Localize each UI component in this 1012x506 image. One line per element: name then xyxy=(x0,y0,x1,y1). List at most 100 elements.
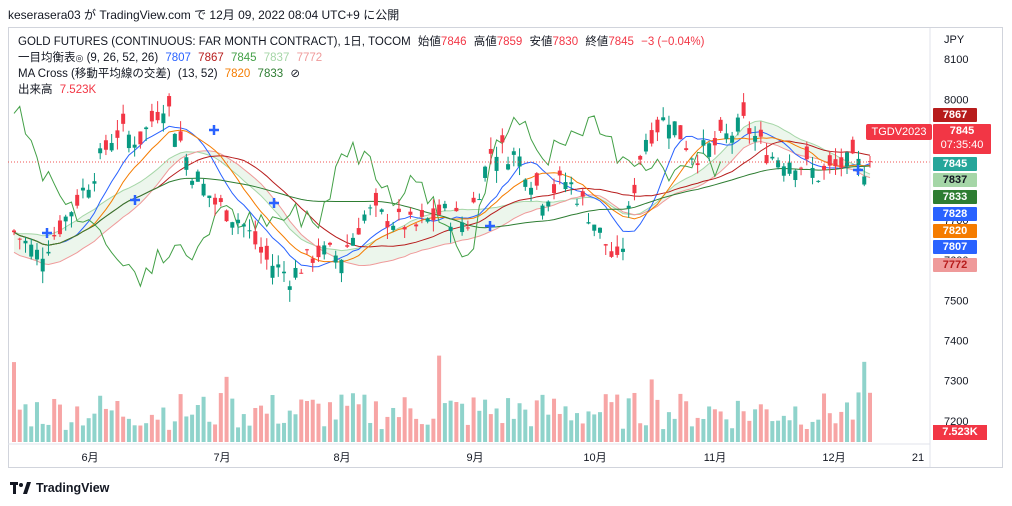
ichimoku-label[interactable]: 一目均衡表 xyxy=(18,52,76,64)
volume-bar xyxy=(850,419,855,442)
volume-bar xyxy=(287,410,292,442)
candle-body xyxy=(471,197,476,203)
candle-body xyxy=(609,251,614,257)
candle-body xyxy=(172,133,177,147)
candle-body xyxy=(477,199,482,201)
candle-body xyxy=(419,209,424,217)
candle-body xyxy=(707,143,712,157)
candle-body xyxy=(856,158,861,166)
volume-bar xyxy=(149,414,154,442)
candle-body xyxy=(391,225,396,230)
candle-body xyxy=(12,230,16,233)
chart-frame[interactable] xyxy=(8,27,1003,468)
candle-body xyxy=(718,119,723,131)
volume-bar xyxy=(678,393,683,442)
candle-body xyxy=(213,197,218,205)
volume-bar xyxy=(391,407,396,442)
volume-bar xyxy=(86,418,91,442)
volume-bar xyxy=(684,401,689,442)
candle-body xyxy=(460,222,465,233)
candle-body xyxy=(350,237,355,246)
candle-body xyxy=(695,163,700,166)
ichimoku-conversion: 7807 xyxy=(165,52,191,64)
volume-bar xyxy=(868,392,872,442)
candle-body xyxy=(546,201,551,207)
time-tick-label: 6月 xyxy=(81,452,98,464)
symbol-tag[interactable]: TGDV2023 xyxy=(866,124,932,140)
candle-body xyxy=(276,264,281,268)
candle-body xyxy=(109,142,114,151)
candle-body xyxy=(345,245,350,247)
candle-body xyxy=(138,131,143,145)
volume-bar xyxy=(563,406,568,442)
candle-body xyxy=(666,124,671,139)
volume-bar xyxy=(57,404,62,442)
volume-bar xyxy=(465,424,470,442)
volume-bar xyxy=(689,426,694,442)
price-label-7867: 7867 xyxy=(933,108,977,122)
ma-fast-value: 7820 xyxy=(224,68,251,80)
candle-body xyxy=(224,210,229,222)
volume-bar xyxy=(172,421,177,442)
volume-bar xyxy=(770,421,775,442)
publish-header: keserasera03 が TradingView.com で 12月 09,… xyxy=(8,8,400,22)
volume-bar xyxy=(471,397,476,442)
time-tick-label: 7月 xyxy=(213,452,230,464)
candle-body xyxy=(730,135,735,143)
volume-bar xyxy=(80,425,85,442)
volume-bar xyxy=(506,398,511,442)
volume-bar xyxy=(270,395,275,442)
candle-body xyxy=(103,140,108,150)
price-label-7828: 7828 xyxy=(933,207,977,221)
volume-bar xyxy=(414,418,419,442)
ma-cross-label[interactable]: MA Cross (移動平均線の交差) xyxy=(18,68,171,80)
candle-body xyxy=(310,258,315,263)
candle-body xyxy=(787,162,792,174)
candle-body xyxy=(247,230,252,232)
volume-bar xyxy=(304,400,309,442)
symbol-title[interactable]: GOLD FUTURES (CONTINUOUS: FAR MONTH CONT… xyxy=(18,36,411,48)
footer-brand[interactable]: TradingView xyxy=(10,481,109,495)
volume-bar xyxy=(75,406,80,442)
candle-body xyxy=(149,110,154,122)
candle-body xyxy=(190,180,195,185)
candle-body xyxy=(689,158,694,160)
volume-bar xyxy=(316,403,321,442)
candle-body xyxy=(98,148,103,154)
candle-body xyxy=(408,211,413,215)
ohlc-open: 7846 xyxy=(440,36,467,48)
candle-body xyxy=(287,286,292,290)
volume-bar xyxy=(230,398,235,442)
volume-bar xyxy=(126,418,131,442)
volume-bar xyxy=(615,394,620,442)
candle-body xyxy=(684,148,689,151)
price-label-7845: 7845 xyxy=(933,157,977,171)
ichimoku-base: 7867 xyxy=(198,52,224,64)
candle-body xyxy=(333,255,338,263)
candle-body xyxy=(52,234,57,237)
candle-body xyxy=(793,170,798,181)
volume-bar xyxy=(190,414,195,442)
candle-body xyxy=(603,244,608,246)
volume-label[interactable]: 出来高 xyxy=(18,84,53,96)
candle-body xyxy=(638,155,643,160)
candle-body xyxy=(701,140,706,146)
volume-bar xyxy=(253,407,258,442)
volume-bar xyxy=(730,428,735,442)
candle-body xyxy=(155,111,160,121)
volume-bar xyxy=(46,424,51,442)
volume-bar xyxy=(672,418,677,442)
candle-body xyxy=(448,226,453,231)
volume-bar xyxy=(839,411,844,442)
eye-off-icon[interactable]: ⊘ xyxy=(290,68,300,80)
price-label-7837: 7837 xyxy=(933,173,977,187)
candle-body xyxy=(144,127,149,130)
candle-body xyxy=(236,219,241,224)
volume-bar xyxy=(856,392,861,442)
candle-body xyxy=(362,214,367,221)
candle-body xyxy=(293,267,298,278)
candle-body xyxy=(586,222,591,224)
ma-cross-marker xyxy=(130,195,140,205)
candle-body xyxy=(839,157,844,168)
candle-body xyxy=(167,96,172,107)
